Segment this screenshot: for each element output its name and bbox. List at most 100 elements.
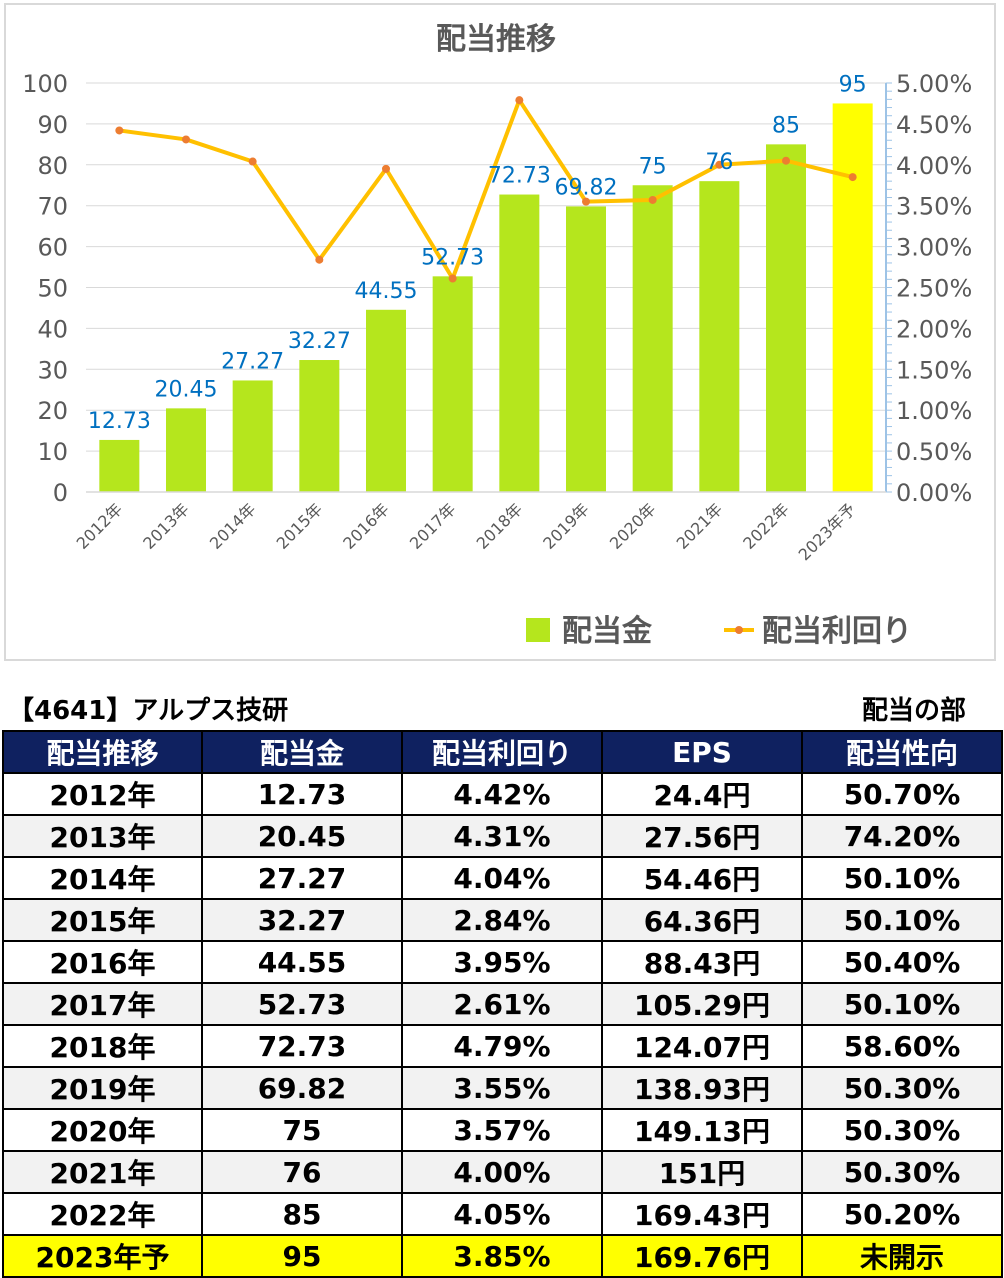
yield-marker — [715, 160, 724, 169]
table-cell: 24.4円 — [601, 772, 803, 816]
table-cell: 124.07円 — [601, 1024, 803, 1068]
x-tick-label: 2021年 — [673, 499, 727, 553]
y-right-tick-label: 1.50% — [896, 356, 972, 384]
table-cell: 4.04% — [401, 856, 603, 900]
table-row: 2020年 75 3.57% 149.13円 50.30% — [2, 1108, 1003, 1152]
bar — [566, 206, 606, 492]
table-cell: 95 — [201, 1234, 403, 1278]
table-row: 2021年 76 4.00% 151円 50.30% — [2, 1150, 1003, 1194]
table-header-cell: 配当性向 — [801, 730, 1003, 774]
x-tick-label: 2020年 — [606, 499, 660, 553]
table-cell: 50.10% — [801, 856, 1003, 900]
table-row: 2013年 20.45 4.31% 27.56円 74.20% — [2, 814, 1003, 858]
x-tick-label: 2023年予 — [795, 499, 860, 564]
table-cell: 3.85% — [401, 1234, 603, 1278]
table-row: 2017年 52.73 2.61% 105.29円 50.10% — [2, 982, 1003, 1026]
bar — [366, 309, 406, 492]
y-right-tick-label: 5.00% — [896, 70, 972, 98]
yield-marker — [648, 195, 657, 204]
table-cell: 3.95% — [401, 940, 603, 984]
legend-label-yield: 配当利回り — [762, 614, 912, 649]
table-cell: 4.00% — [401, 1150, 603, 1194]
y-right-tick-label: 4.00% — [896, 152, 972, 180]
bar — [766, 144, 806, 492]
bar-data-label: 76 — [705, 150, 733, 175]
table-cell: 4.31% — [401, 814, 603, 858]
table-cell: 27.56円 — [601, 814, 803, 858]
table-cell: 169.43円 — [601, 1192, 803, 1236]
y-left-tick-label: 20 — [37, 397, 68, 425]
table-row: 2018年 72.73 4.79% 124.07円 58.60% — [2, 1024, 1003, 1068]
bar-data-label: 69.82 — [555, 175, 618, 200]
chart-svg: 配当推移 0 10 20 30 40 50 60 70 80 90 100 0.00% 0.50% 1.00… — [22, 22, 972, 649]
bar-data-label: 95 — [839, 72, 867, 97]
y-left-tick-label: 70 — [37, 193, 68, 221]
table-header-cell: 配当利回り — [401, 730, 603, 774]
table-cell: 4.79% — [401, 1024, 603, 1068]
table-row: 2015年 32.27 2.84% 64.36円 50.10% — [2, 898, 1003, 942]
yield-marker — [582, 197, 590, 206]
table-cell: 151円 — [601, 1150, 803, 1194]
table-cell: 2016年 — [2, 940, 203, 984]
dividend-chart: 配当推移 0 10 20 30 40 50 60 70 80 90 100 0.00% 0.50% 1.00… — [4, 3, 996, 661]
table-cell: 3.55% — [401, 1066, 603, 1110]
table-cell: 2018年 — [2, 1024, 203, 1068]
table-cell: 3.57% — [401, 1108, 603, 1152]
table-cell: 69.82 — [201, 1066, 403, 1110]
chart-title: 配当推移 — [436, 22, 556, 57]
table-cell: 50.10% — [801, 898, 1003, 942]
bar-data-label: 72.73 — [488, 164, 551, 189]
table-cell: 50.20% — [801, 1192, 1003, 1236]
yield-line — [119, 98, 854, 281]
table-row: 2014年 27.27 4.04% 54.46円 50.10% — [2, 856, 1003, 900]
table-cell: 2014年 — [2, 856, 203, 900]
table-cell: 2.84% — [401, 898, 603, 942]
table-cell: 54.46円 — [601, 856, 803, 900]
table-cell: 105.29円 — [601, 982, 803, 1026]
table-cell: 2.61% — [401, 982, 603, 1026]
table-cell: 2015年 — [2, 898, 203, 942]
bar-data-label: 27.27 — [221, 349, 284, 374]
bar — [499, 194, 540, 492]
y-left-tick-label: 30 — [37, 356, 68, 384]
table-cell: 32.27 — [201, 898, 403, 942]
table-row: 2012年 12.73 4.42% 24.4円 50.70% — [2, 772, 1003, 816]
yield-marker — [315, 255, 324, 264]
table-row: 2019年 69.82 3.55% 138.93円 50.30% — [2, 1066, 1003, 1110]
table-row: 2022年 85 4.05% 169.43円 50.20% — [2, 1192, 1003, 1236]
table-cell: 85 — [201, 1192, 403, 1236]
y-right-tick-label: 1.00% — [896, 397, 972, 425]
table-cell: 50.40% — [801, 940, 1003, 984]
y-right-tick-label: 3.00% — [896, 234, 972, 262]
table-cell: 50.30% — [801, 1150, 1003, 1194]
x-tick-label: 2016年 — [339, 499, 393, 553]
yield-marker — [448, 274, 457, 283]
table-cell: 2019年 — [2, 1066, 203, 1110]
y-right-tick-label: 0.50% — [896, 438, 972, 466]
x-tick-label: 2015年 — [273, 499, 327, 553]
y-left-tick-label: 10 — [37, 438, 68, 466]
x-tick-label: 2017年 — [406, 499, 460, 553]
table-cell: 149.13円 — [601, 1108, 803, 1152]
y-right-tick-label: 2.00% — [896, 315, 972, 343]
y-right-tick-label: 0.00% — [896, 479, 972, 507]
table-cell: 2013年 — [2, 814, 203, 858]
bar-data-label: 12.73 — [88, 409, 151, 434]
yield-marker — [248, 157, 257, 166]
bar-data-label: 20.45 — [155, 377, 218, 402]
dividend-table: 配当推移 配当金 配当利回り EPS 配当性向 2012年 12.73 4.42% 24.4円… — [2, 730, 1003, 1278]
x-tick-label: 2013年 — [139, 499, 193, 553]
table-cell: 2023年予 — [2, 1234, 203, 1278]
yield-marker — [515, 96, 524, 105]
bar — [432, 276, 473, 492]
table-cell: 2022年 — [2, 1192, 203, 1236]
yield-marker — [182, 135, 190, 144]
table-cell: 76 — [201, 1150, 403, 1194]
bar-data-label: 32.27 — [288, 329, 351, 354]
table-cell: 88.43円 — [601, 940, 803, 984]
x-tick-label: 2014年 — [206, 499, 260, 553]
table-row: 2023年予 95 3.85% 169.76円 未開示 — [2, 1234, 1003, 1278]
y-left-tick-label: 50 — [37, 275, 68, 303]
y-left-tick-label: 60 — [37, 234, 68, 262]
bar-data-label: 75 — [639, 154, 667, 179]
